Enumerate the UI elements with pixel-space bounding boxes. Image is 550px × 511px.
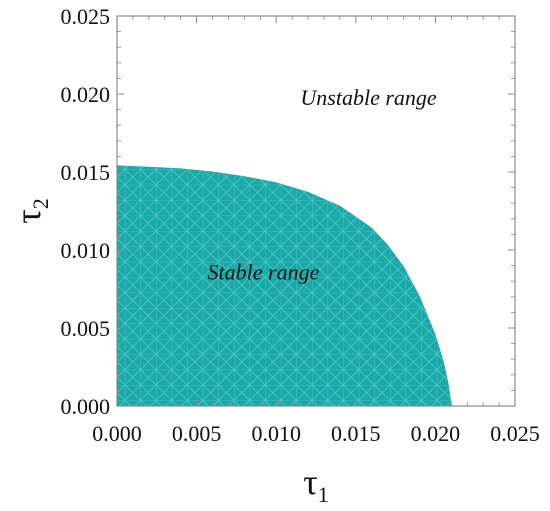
x-tick-label: 0.015	[331, 421, 381, 446]
y-tick-label: 0.010	[61, 238, 111, 263]
unstable-range-label: Unstable range	[300, 85, 437, 110]
y-tick-label: 0.005	[61, 316, 111, 341]
y-tick-label: 0.020	[61, 82, 111, 107]
y-axis-title-main: τ	[8, 209, 48, 223]
x-axis-title: τ1	[303, 462, 328, 507]
y-tick-label: 0.025	[61, 4, 111, 29]
x-tick-label: 0.000	[92, 421, 142, 446]
y-axis-ticks: 0.000 0.005 0.010 0.015 0.020 0.025	[61, 4, 515, 419]
x-axis-title-sub: 1	[318, 482, 329, 507]
y-axis-title: τ2	[8, 198, 53, 223]
x-tick-label: 0.010	[251, 421, 301, 446]
stable-range-label: Stable range	[208, 260, 320, 285]
x-tick-label: 0.025	[490, 421, 540, 446]
plot-frame	[116, 15, 516, 407]
y-tick-label: 0.000	[61, 394, 111, 419]
x-axis-title-main: τ	[303, 462, 317, 502]
y-tick-label: 0.015	[61, 160, 111, 185]
stable-region-mesh	[117, 165, 452, 406]
x-tick-label: 0.005	[172, 421, 222, 446]
x-axis-ticks: 0.000 0.005 0.010 0.015 0.020 0.025	[92, 16, 540, 446]
x-tick-label: 0.020	[411, 421, 461, 446]
plot-area: 0.000 0.005 0.010 0.015 0.020 0.025 0.0000.00…	[61, 4, 540, 446]
y-axis-title-sub: 2	[28, 198, 53, 209]
